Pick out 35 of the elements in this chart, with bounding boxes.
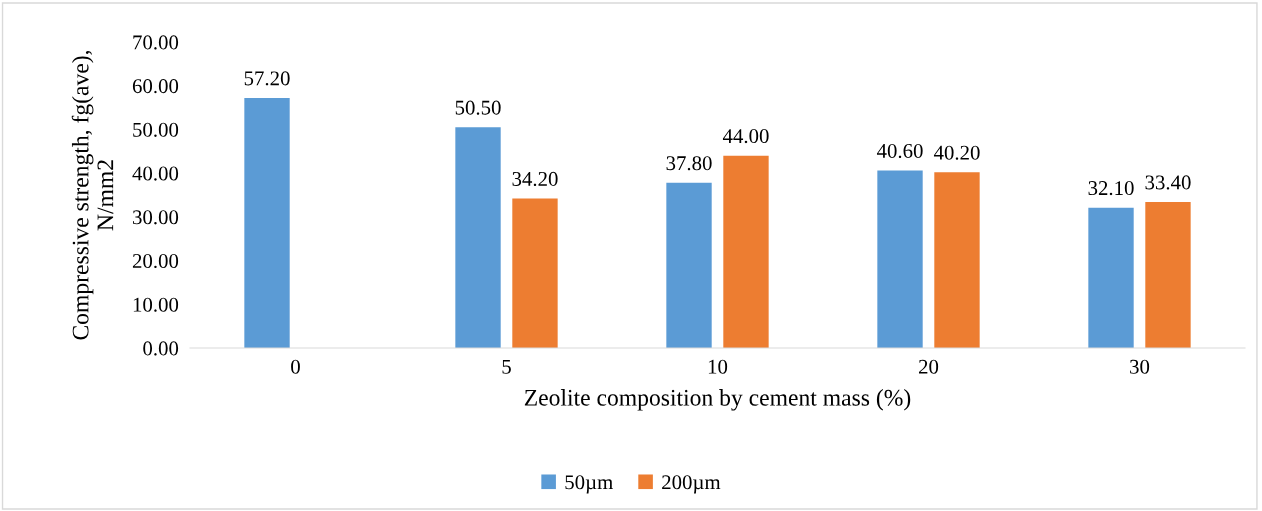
data-label: 50.50 bbox=[455, 100, 501, 115]
y-tick-label: 40.00 bbox=[132, 166, 179, 181]
bar bbox=[1088, 207, 1134, 348]
bar bbox=[455, 127, 501, 348]
y-tick-label: 30.00 bbox=[133, 210, 179, 225]
data-label: 34.20 bbox=[512, 171, 558, 187]
y-tick-label: 60.00 bbox=[132, 79, 179, 94]
bar bbox=[666, 182, 712, 348]
x-tick-label: 0 bbox=[291, 359, 300, 374]
bar bbox=[877, 170, 923, 348]
data-label: 33.40 bbox=[1145, 175, 1191, 190]
x-tick-label: 30 bbox=[1130, 359, 1150, 374]
x-tick-label: 20 bbox=[919, 359, 939, 374]
data-label: 57.20 bbox=[244, 71, 290, 86]
x-tick-label: 5 bbox=[502, 359, 511, 374]
data-label: 40.60 bbox=[876, 143, 923, 159]
data-label: 32.10 bbox=[1088, 181, 1134, 196]
x-axis-title: Zeolite composition by cement mass (%) bbox=[524, 389, 911, 411]
data-label: 40.20 bbox=[933, 145, 980, 160]
bar bbox=[934, 172, 980, 348]
data-label: 44.00 bbox=[722, 129, 769, 144]
y-tick-label: 20.00 bbox=[132, 253, 179, 269]
y-tick-label: 50.00 bbox=[133, 122, 179, 137]
bar bbox=[1145, 201, 1191, 348]
data-label: 37.80 bbox=[666, 156, 712, 171]
bar bbox=[244, 97, 290, 348]
y-axis-title: Compressive strength, fg(ave), N/mm2 bbox=[71, 50, 114, 340]
y-tick-label: 0.00 bbox=[143, 341, 179, 356]
legend-label: 50µm bbox=[565, 475, 613, 494]
bar bbox=[723, 155, 769, 348]
x-tick-label: 10 bbox=[708, 359, 728, 374]
y-tick-label: 10.00 bbox=[133, 297, 179, 312]
legend-label: 200µm bbox=[662, 475, 721, 494]
bar bbox=[512, 198, 558, 348]
y-tick-label: 70.00 bbox=[133, 35, 179, 50]
